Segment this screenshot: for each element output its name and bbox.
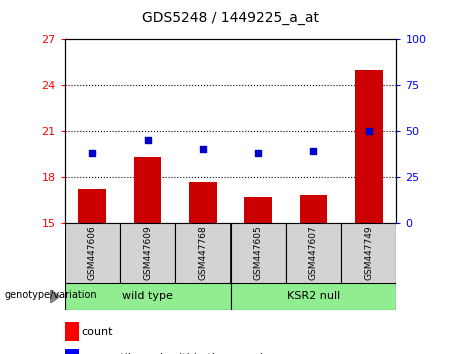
Bar xyxy=(355,70,383,223)
Bar xyxy=(189,182,217,223)
Bar xyxy=(65,223,120,283)
Point xyxy=(199,147,207,152)
Bar xyxy=(120,223,175,283)
Text: percentile rank within the sample: percentile rank within the sample xyxy=(82,353,270,354)
Text: GSM447606: GSM447606 xyxy=(88,226,97,280)
Text: GSM447605: GSM447605 xyxy=(254,226,263,280)
Text: GSM447609: GSM447609 xyxy=(143,226,152,280)
Point xyxy=(254,150,262,156)
Text: GSM447749: GSM447749 xyxy=(364,226,373,280)
Text: count: count xyxy=(82,327,113,337)
Bar xyxy=(175,223,230,283)
Point xyxy=(365,128,372,134)
Bar xyxy=(300,195,327,223)
Bar xyxy=(65,349,79,354)
Bar xyxy=(341,223,396,283)
Bar xyxy=(65,322,79,341)
Text: GSM447768: GSM447768 xyxy=(198,226,207,280)
Bar xyxy=(134,157,161,223)
Polygon shape xyxy=(51,290,60,303)
Text: KSR2 null: KSR2 null xyxy=(287,291,340,302)
Point xyxy=(144,137,151,143)
Point xyxy=(89,150,96,156)
Bar xyxy=(65,283,230,310)
Bar xyxy=(286,223,341,283)
Text: GSM447607: GSM447607 xyxy=(309,226,318,280)
Point xyxy=(310,148,317,154)
Bar xyxy=(230,223,286,283)
Text: wild type: wild type xyxy=(122,291,173,302)
Bar xyxy=(244,197,272,223)
Bar xyxy=(230,283,396,310)
Text: genotype/variation: genotype/variation xyxy=(5,290,97,300)
Text: GDS5248 / 1449225_a_at: GDS5248 / 1449225_a_at xyxy=(142,11,319,25)
Bar xyxy=(78,189,106,223)
